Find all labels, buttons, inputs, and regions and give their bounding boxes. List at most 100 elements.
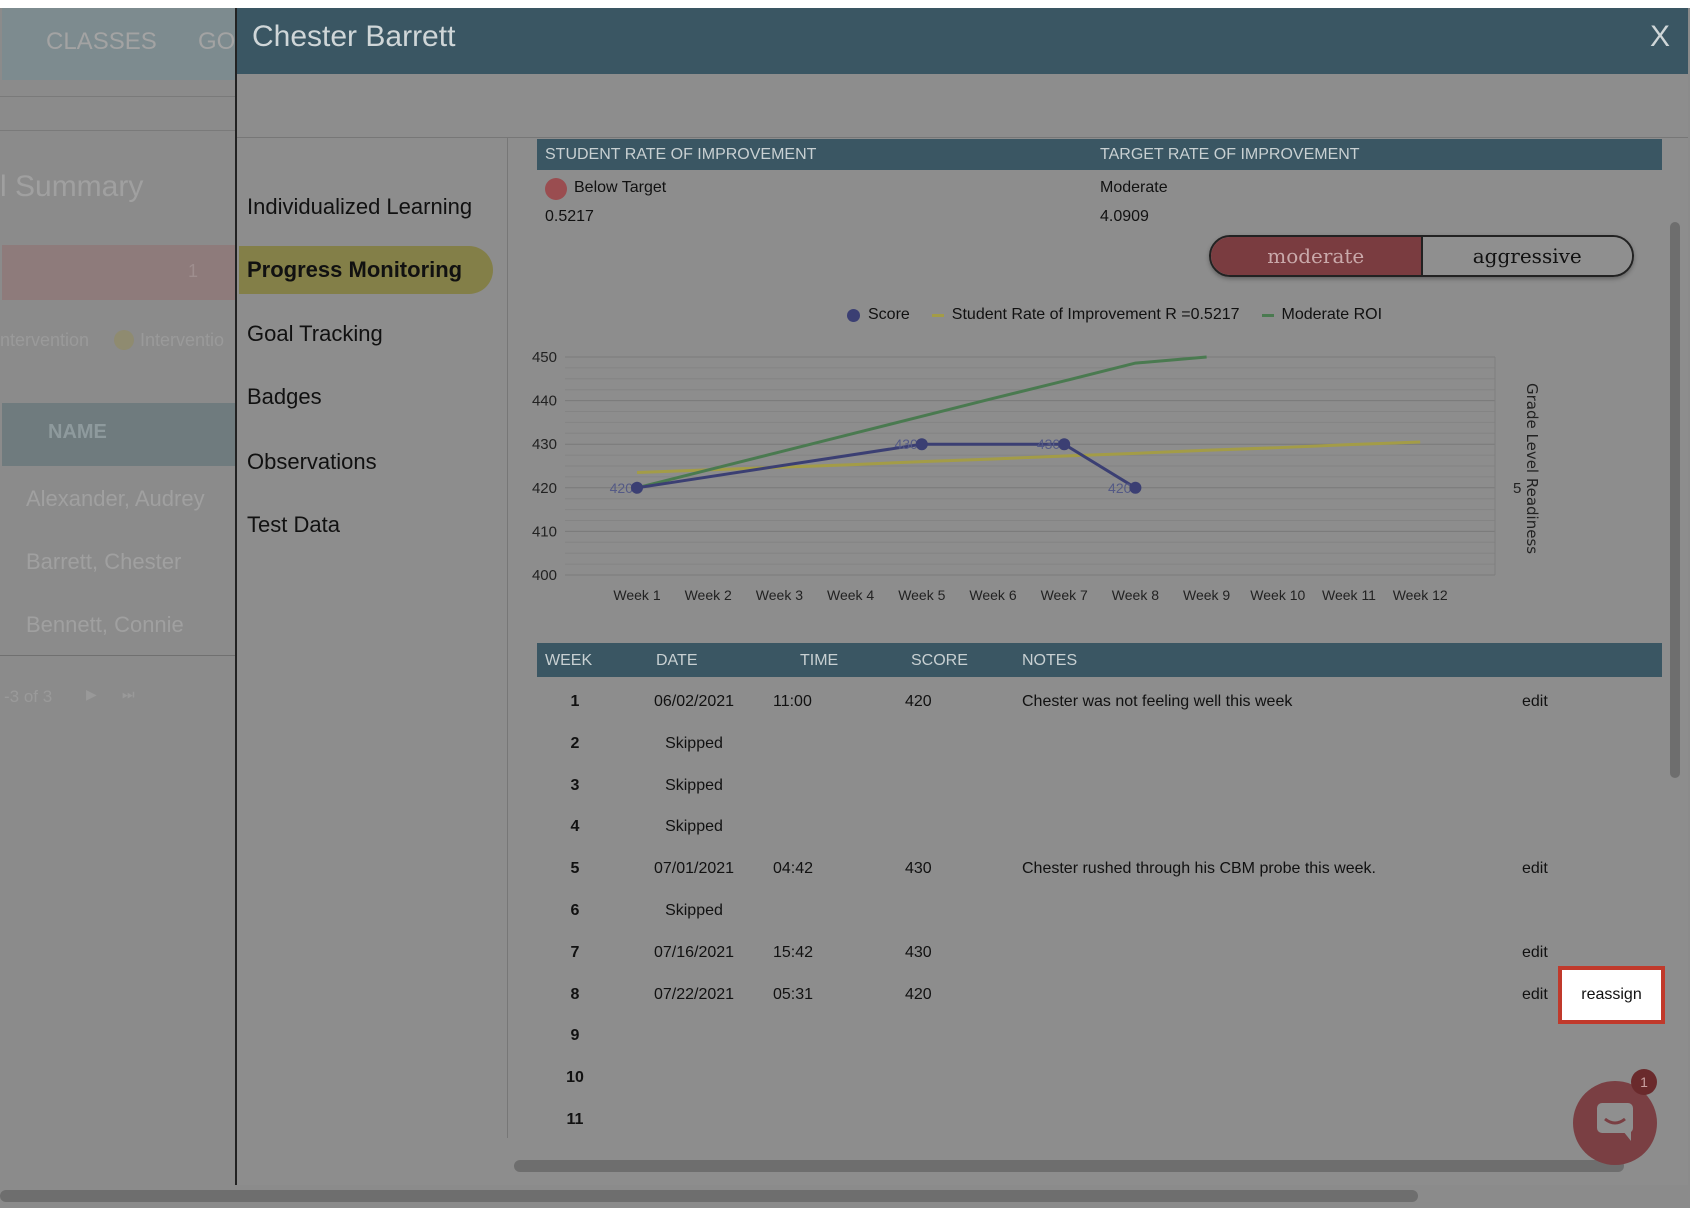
cell-time: 15:42 xyxy=(773,943,814,961)
legend-score[interactable]: Score xyxy=(847,306,910,324)
student-roi-heading: STUDENT RATE OF IMPROVEMENT xyxy=(545,146,817,163)
col-date: DATE xyxy=(656,652,698,669)
table-header: WEEK DATE TIME SCORE NOTES xyxy=(537,643,1662,677)
horizontal-scrollbar[interactable] xyxy=(514,1160,1624,1172)
table-row: 3 Skipped xyxy=(537,777,1662,801)
score-point xyxy=(915,438,928,451)
legend-dot-icon xyxy=(847,308,860,322)
table-row: 11 xyxy=(537,1111,1662,1135)
x-tick-label: Week 9 xyxy=(1183,587,1230,603)
x-tick-label: Week 8 xyxy=(1112,587,1159,603)
legend-line-icon xyxy=(931,313,944,317)
divider xyxy=(0,130,235,131)
cell-week: 11 xyxy=(566,1111,584,1128)
cell-date: 07/22/2021 xyxy=(653,985,735,1003)
col-time: TIME xyxy=(800,652,839,669)
student-roi-status: Below Target xyxy=(574,179,667,196)
edit-link[interactable]: edit xyxy=(1522,943,1548,961)
data-label: 430 xyxy=(894,436,918,452)
nav-active-highlight xyxy=(239,246,493,294)
x-tick-label: Week 10 xyxy=(1250,587,1305,603)
chat-icon xyxy=(1597,1103,1633,1141)
data-label: 430 xyxy=(1037,436,1061,452)
nav-classes[interactable]: CLASSES xyxy=(46,28,157,55)
cell-time: 05:31 xyxy=(773,985,814,1003)
legend-moderate-roi[interactable]: Moderate ROI xyxy=(1261,306,1383,324)
y-tick-label: 420 xyxy=(532,480,557,497)
student-row[interactable]: Alexander, Audrey xyxy=(26,486,205,511)
legend-intervention-2: Interventio xyxy=(140,330,225,350)
moderate-toggle-button[interactable]: moderate xyxy=(1211,237,1423,275)
col-notes: NOTES xyxy=(1022,652,1078,669)
chart-legend: Score Student Rate of Improvement R =0.5… xyxy=(847,306,1382,324)
x-tick-label: Week 2 xyxy=(685,587,732,603)
nav-progress-monitoring[interactable]: Progress Monitoring xyxy=(247,257,463,282)
legend-label: Student Rate of Improvement R =0.5217 xyxy=(951,306,1240,323)
modal-header: Chester Barrett X xyxy=(237,8,1688,74)
chat-button[interactable]: 1 xyxy=(1573,1069,1657,1165)
cell-notes: Chester was not feeling well this week xyxy=(1022,693,1293,710)
nav-observations[interactable]: Observations xyxy=(247,449,377,474)
score-point xyxy=(1129,481,1142,494)
cell-week: 6 xyxy=(570,902,580,919)
summary-title: l Summary xyxy=(0,170,144,203)
vertical-scrollbar[interactable] xyxy=(1670,222,1680,778)
cell-notes: Chester rushed through his CBM probe thi… xyxy=(1022,860,1376,878)
cell-score: 420 xyxy=(905,693,932,710)
nav-individualized-learning[interactable]: Individualized Learning xyxy=(247,194,473,219)
y-tick-label: 440 xyxy=(532,393,557,410)
cell-date: 07/01/2021 xyxy=(653,860,735,878)
legend-label: Score xyxy=(868,306,910,323)
right-axis-tick: 5 xyxy=(1513,480,1521,497)
table-row: 6 Skipped xyxy=(537,902,1662,926)
cell-week: 10 xyxy=(566,1069,584,1087)
cell-week: 8 xyxy=(570,985,580,1003)
student-modal: Chester Barrett X Individualized Learnin… xyxy=(235,8,1688,1185)
cell-date: Skipped xyxy=(665,818,723,836)
chat-badge: 1 xyxy=(1631,1069,1657,1095)
student-row[interactable]: Bennett, Connie xyxy=(26,612,184,637)
table-row: 5 07/01/2021 04:42 430 Chester rushed throug… xyxy=(537,860,1662,884)
edit-link[interactable]: edit xyxy=(1522,985,1548,1003)
target-roi-value: 4.0909 xyxy=(1100,208,1149,225)
score-point xyxy=(631,481,643,494)
table-row: 8 07/22/2021 05:31 420 edit xyxy=(537,986,1662,1010)
progress-chart: 400 410 420 430 440 450 Week 1 Week 2 Week 3 Week… xyxy=(532,349,1541,603)
last-page-icon[interactable]: ⏭ xyxy=(122,686,135,702)
nav-goals[interactable]: GO xyxy=(198,28,236,55)
edit-link[interactable]: edit xyxy=(1522,693,1548,710)
next-page-icon[interactable]: ▶ xyxy=(86,686,97,702)
col-week: WEEK xyxy=(545,652,593,669)
x-tick-label: Week 1 xyxy=(613,587,660,603)
roi-header: STUDENT RATE OF IMPROVEMENT TARGET RATE … xyxy=(537,139,1662,170)
legend-label: Moderate ROI xyxy=(1281,306,1383,323)
aggressive-toggle-button[interactable]: aggressive xyxy=(1422,237,1632,275)
reassign-button[interactable]: reassign xyxy=(1558,966,1665,1024)
score-point xyxy=(1058,438,1071,451)
cell-time: 11:00 xyxy=(773,693,812,710)
series-line-moderate-roi xyxy=(636,355,1207,490)
cell-score: 430 xyxy=(905,943,932,961)
cell-week: 7 xyxy=(570,943,580,961)
nav-badges[interactable]: Badges xyxy=(247,384,322,409)
cell-week: 9 xyxy=(570,1027,580,1045)
cell-date: 07/16/2021 xyxy=(653,943,735,961)
cell-week: 2 xyxy=(570,734,580,752)
x-tick-label: Week 12 xyxy=(1393,587,1448,603)
legend-student-roi[interactable]: Student Rate of Improvement R =0.5217 xyxy=(931,306,1240,324)
close-button[interactable]: X xyxy=(1649,20,1670,53)
student-row[interactable]: Barrett, Chester xyxy=(26,549,182,574)
divider xyxy=(507,138,508,1138)
cell-week: 5 xyxy=(570,860,580,878)
roi-toggle: moderate aggressive xyxy=(1209,235,1634,277)
nav-goal-tracking[interactable]: Goal Tracking xyxy=(247,321,383,346)
edit-link[interactable]: edit xyxy=(1522,860,1548,878)
page-horizontal-scrollbar[interactable] xyxy=(0,1190,1418,1202)
nav-test-data[interactable]: Test Data xyxy=(247,512,340,537)
divider xyxy=(0,655,235,656)
x-tick-label: Week 4 xyxy=(827,587,874,603)
x-tick-label: Week 7 xyxy=(1041,587,1088,603)
name-column-header[interactable]: NAME xyxy=(2,403,235,466)
target-roi-heading: TARGET RATE OF IMPROVEMENT xyxy=(1100,146,1360,163)
right-axis-label: Grade Level Readiness xyxy=(1523,383,1541,554)
